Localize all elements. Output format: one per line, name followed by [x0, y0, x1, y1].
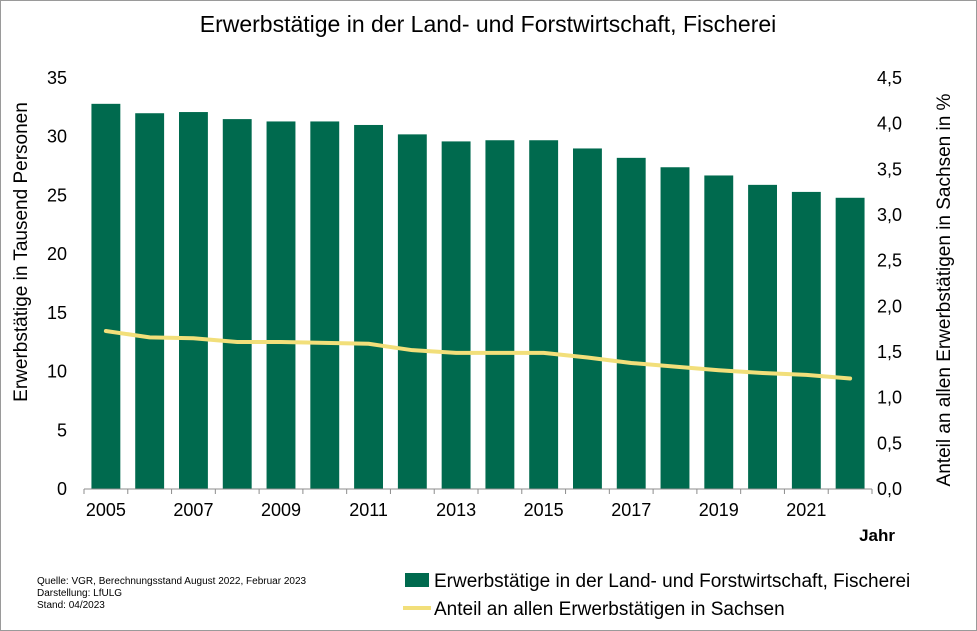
y2-tick-label-2,0: 2,0	[877, 296, 902, 316]
y2-tick-label-3,5: 3,5	[877, 159, 902, 179]
y-tick-label-25: 25	[47, 185, 67, 205]
source-note: Quelle: VGR, Berechnungsstand August 202…	[37, 576, 307, 611]
y-axis-label: Erwerbstätige in Tausend Personen	[11, 102, 32, 402]
bar-2009	[266, 121, 296, 489]
y2-tick-label-1,0: 1,0	[877, 388, 902, 408]
y2-tick-label-4,0: 4,0	[877, 114, 902, 134]
y2-tick-label-0,0: 0,0	[877, 479, 902, 499]
chart-title: Erwerbstätige in der Land- und Forstwirt…	[200, 11, 777, 37]
x-tick-label-2011: 2011	[349, 500, 388, 520]
bar-2021	[791, 191, 821, 489]
x-tick-label-2005: 2005	[86, 500, 126, 520]
bar-2019	[704, 175, 734, 489]
y-tick-label-30: 30	[47, 127, 67, 147]
bar-2015	[529, 140, 559, 490]
source-line-3: Stand: 04/2023	[37, 600, 105, 611]
y2-axis-ticks: 0,0 0,5 1,0 1,5 2,0 2,5 3,0 3,5 4,0 4,5	[877, 68, 902, 499]
bar-2016	[573, 148, 602, 489]
bar-2014	[485, 140, 515, 490]
line-share-percent	[103, 328, 853, 381]
x-tick-label-2019: 2019	[699, 500, 739, 520]
x-tick-label-2021: 2021	[786, 500, 826, 520]
x-tick-label-2015: 2015	[524, 500, 564, 520]
x-tick-label-2013: 2013	[436, 500, 476, 520]
y-tick-label-35: 35	[47, 68, 67, 88]
source-line-2: Darstellung: LfULG	[37, 588, 122, 599]
y2-tick-label-0,5: 0,5	[877, 433, 902, 453]
y2-tick-label-4,5: 4,5	[877, 68, 902, 88]
bar-2022	[835, 197, 865, 489]
bar-2013	[441, 141, 471, 489]
bar-2012	[397, 134, 427, 489]
y-tick-label-20: 20	[47, 244, 67, 264]
y2-axis-label: Anteil an allen Erwerbstätigen in Sachse…	[934, 93, 955, 486]
bar-2007	[179, 112, 208, 490]
bar-series	[91, 103, 865, 490]
y2-tick-label-3,0: 3,0	[877, 205, 902, 225]
x-tick-label-2017: 2017	[611, 500, 651, 520]
line-series	[103, 328, 853, 381]
y-tick-label-0: 0	[57, 479, 67, 499]
legend-swatch-bars	[405, 573, 429, 587]
legend-label-bars: Erwerbstätige in der Land- und Forstwirt…	[434, 571, 910, 592]
y2-tick-label-2,5: 2,5	[877, 251, 902, 271]
bar-2010	[310, 121, 340, 489]
x-tick-label-2009: 2009	[261, 500, 301, 520]
bar-2006	[135, 113, 165, 489]
y-axis-ticks: 0 5 10 15 20 25 30 35	[47, 68, 67, 499]
bar-2005	[91, 103, 121, 489]
legend-label-line: Anteil an allen Erwerbstätigen in Sachse…	[434, 599, 785, 620]
x-tick-label-2007: 2007	[173, 500, 213, 520]
bar-2020	[748, 184, 777, 490]
x-axis-ticks: 2005 2007 2009 2011 2013 2015 2017 2019 2021	[83, 489, 873, 520]
y-tick-label-5: 5	[57, 420, 67, 440]
y2-tick-label-1,5: 1,5	[877, 342, 902, 362]
bar-2017	[616, 157, 646, 489]
bar-2008	[222, 119, 252, 489]
x-axis-label: Jahr	[859, 526, 895, 545]
y-tick-label-10: 10	[47, 362, 67, 382]
legend: Erwerbstätige in der Land- und Forstwirt…	[403, 571, 910, 620]
source-line-1: Quelle: VGR, Berechnungsstand August 202…	[37, 576, 307, 587]
y-tick-label-15: 15	[47, 303, 67, 323]
bar-2011	[354, 124, 383, 489]
bar-2018	[660, 167, 690, 489]
